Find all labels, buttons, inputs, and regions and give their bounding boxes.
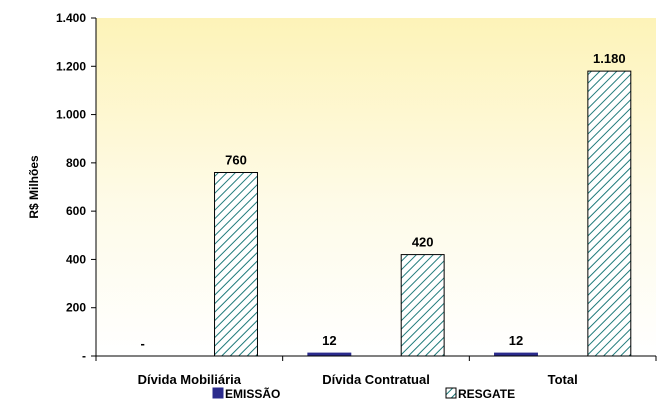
x-tick-label: Total bbox=[548, 372, 578, 387]
data-label: 12 bbox=[322, 333, 336, 348]
y-tick-label: - bbox=[82, 349, 86, 363]
y-tick-label: 1.400 bbox=[56, 11, 86, 25]
x-tick-label: Dívida Contratual bbox=[322, 372, 430, 387]
bar-resgate bbox=[587, 70, 632, 357]
y-tick-label: 800 bbox=[66, 156, 86, 170]
data-label: 760 bbox=[225, 153, 247, 168]
y-axis-title: R$ Milhões bbox=[27, 155, 41, 219]
data-label: 12 bbox=[509, 333, 523, 348]
y-tick-label: 1.000 bbox=[56, 108, 86, 122]
legend-label: EMISSÃO bbox=[225, 386, 280, 401]
y-tick-label: 600 bbox=[66, 204, 86, 218]
plot-area bbox=[96, 18, 656, 356]
bar-resgate bbox=[400, 254, 445, 357]
data-label: - bbox=[140, 336, 144, 351]
y-tick-label: 1.200 bbox=[56, 59, 86, 73]
legend-swatch bbox=[212, 387, 224, 399]
legend-label: RESGATE bbox=[458, 387, 515, 401]
data-label: 1.180 bbox=[593, 51, 626, 66]
x-tick-label: Dívida Mobiliária bbox=[138, 372, 242, 387]
data-label: 420 bbox=[412, 235, 434, 250]
bar-resgate bbox=[214, 172, 258, 357]
y-tick-label: 400 bbox=[66, 252, 86, 266]
legend-swatch bbox=[445, 387, 457, 399]
y-tick-label: 200 bbox=[66, 301, 86, 315]
